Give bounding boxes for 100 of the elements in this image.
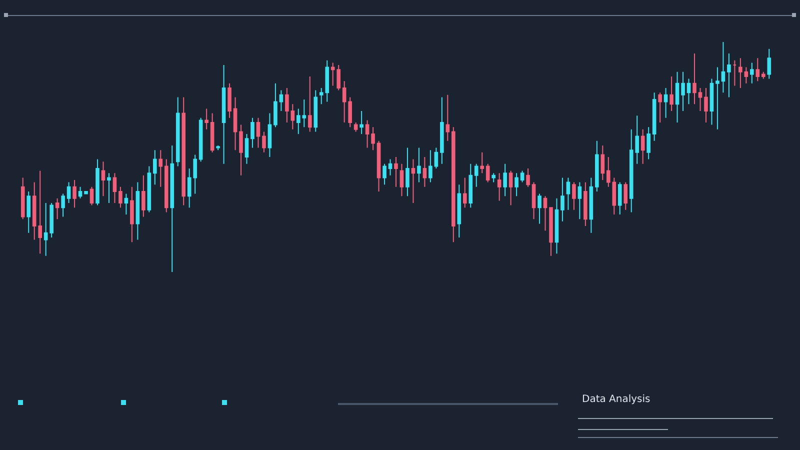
candlestick [520, 170, 524, 183]
candlestick [750, 62, 754, 84]
candlestick [692, 53, 696, 105]
candlestick [290, 104, 295, 130]
candlestick [244, 134, 249, 164]
candlestick [428, 150, 432, 183]
candlestick [101, 161, 106, 197]
candlestick [492, 172, 496, 183]
candlestick [96, 158, 100, 206]
candlestick [572, 182, 576, 210]
candlestick [406, 147, 410, 197]
candlestick [675, 71, 680, 123]
candlestick [440, 96, 444, 164]
candlestick [462, 177, 467, 208]
candlestick [417, 147, 421, 183]
candlestick [228, 82, 232, 118]
text: Data Analysis [582, 394, 650, 405]
candlestick [250, 117, 254, 148]
candlestick [371, 126, 375, 151]
candlestick [624, 182, 628, 210]
candlestick [354, 122, 358, 132]
candlestick [314, 90, 318, 132]
candlestick [584, 182, 588, 226]
candlestick [474, 163, 478, 188]
candlestick [480, 152, 484, 174]
candlestick [658, 92, 662, 123]
candlestick [124, 193, 128, 215]
candlestick [308, 76, 312, 132]
candlestick [756, 58, 760, 82]
candlestick [452, 126, 456, 243]
candlestick [182, 96, 186, 206]
candlestick [164, 158, 168, 213]
candlestick [365, 120, 370, 148]
candlestick [216, 145, 220, 151]
candlestick [274, 82, 278, 128]
candlestick [618, 182, 622, 215]
candlestick [61, 193, 65, 218]
candlestick [78, 186, 82, 199]
candlestick [26, 191, 31, 234]
candlestick [543, 196, 548, 232]
candlestick [595, 140, 599, 192]
candlestick [578, 182, 582, 220]
candlestick [72, 180, 76, 208]
candlestick [285, 88, 289, 123]
candlestick [640, 128, 645, 164]
candlestick [681, 71, 685, 112]
candlestick [664, 88, 668, 118]
candlestick [376, 140, 381, 192]
candlestick [411, 158, 416, 204]
candlestick [646, 126, 650, 160]
candlestick [704, 88, 708, 123]
candlestick [170, 145, 174, 272]
candlestick [744, 66, 748, 84]
candlestick [198, 117, 203, 162]
candlestick [670, 76, 674, 112]
candlestick [589, 177, 594, 234]
candlestick [142, 174, 146, 218]
candlestick [262, 131, 266, 153]
candlestick [468, 163, 473, 208]
candlestick [761, 71, 766, 80]
candlestick [767, 48, 772, 80]
candlestick [652, 92, 656, 142]
candlestick [20, 177, 25, 220]
candlestick [710, 78, 714, 126]
candlestick [50, 202, 54, 238]
candlestick [727, 53, 731, 98]
candlestick [152, 150, 157, 186]
candlestick [136, 182, 140, 240]
candlestick [434, 147, 438, 169]
candlestick [44, 202, 48, 256]
candlestick [554, 198, 559, 254]
candlestick [256, 117, 260, 148]
candlestick [204, 108, 208, 130]
candlestick [532, 182, 536, 220]
candlestick [302, 99, 306, 128]
candlestick [342, 80, 346, 123]
candlestick [158, 150, 163, 188]
candlestick [538, 193, 542, 224]
candlestick [686, 78, 691, 105]
candlestick [400, 163, 404, 197]
candlestick [738, 58, 742, 88]
candlestick [732, 60, 737, 86]
candlestick [549, 207, 553, 256]
candlestick [394, 156, 398, 188]
candlestick [130, 186, 134, 243]
candlestick [698, 88, 702, 112]
candlestick [486, 163, 490, 183]
candlestick [388, 158, 392, 176]
candlestick [721, 42, 726, 94]
candlestick [147, 166, 152, 213]
candlestick [268, 112, 272, 158]
candlestick [279, 90, 284, 112]
candlestick [566, 177, 570, 210]
candlestick [118, 186, 122, 208]
candlestick [503, 163, 507, 197]
candlestick [600, 145, 605, 180]
candlestick [210, 112, 214, 153]
candlestick [508, 170, 513, 206]
candlestick [422, 156, 427, 188]
candlestick [66, 182, 71, 204]
